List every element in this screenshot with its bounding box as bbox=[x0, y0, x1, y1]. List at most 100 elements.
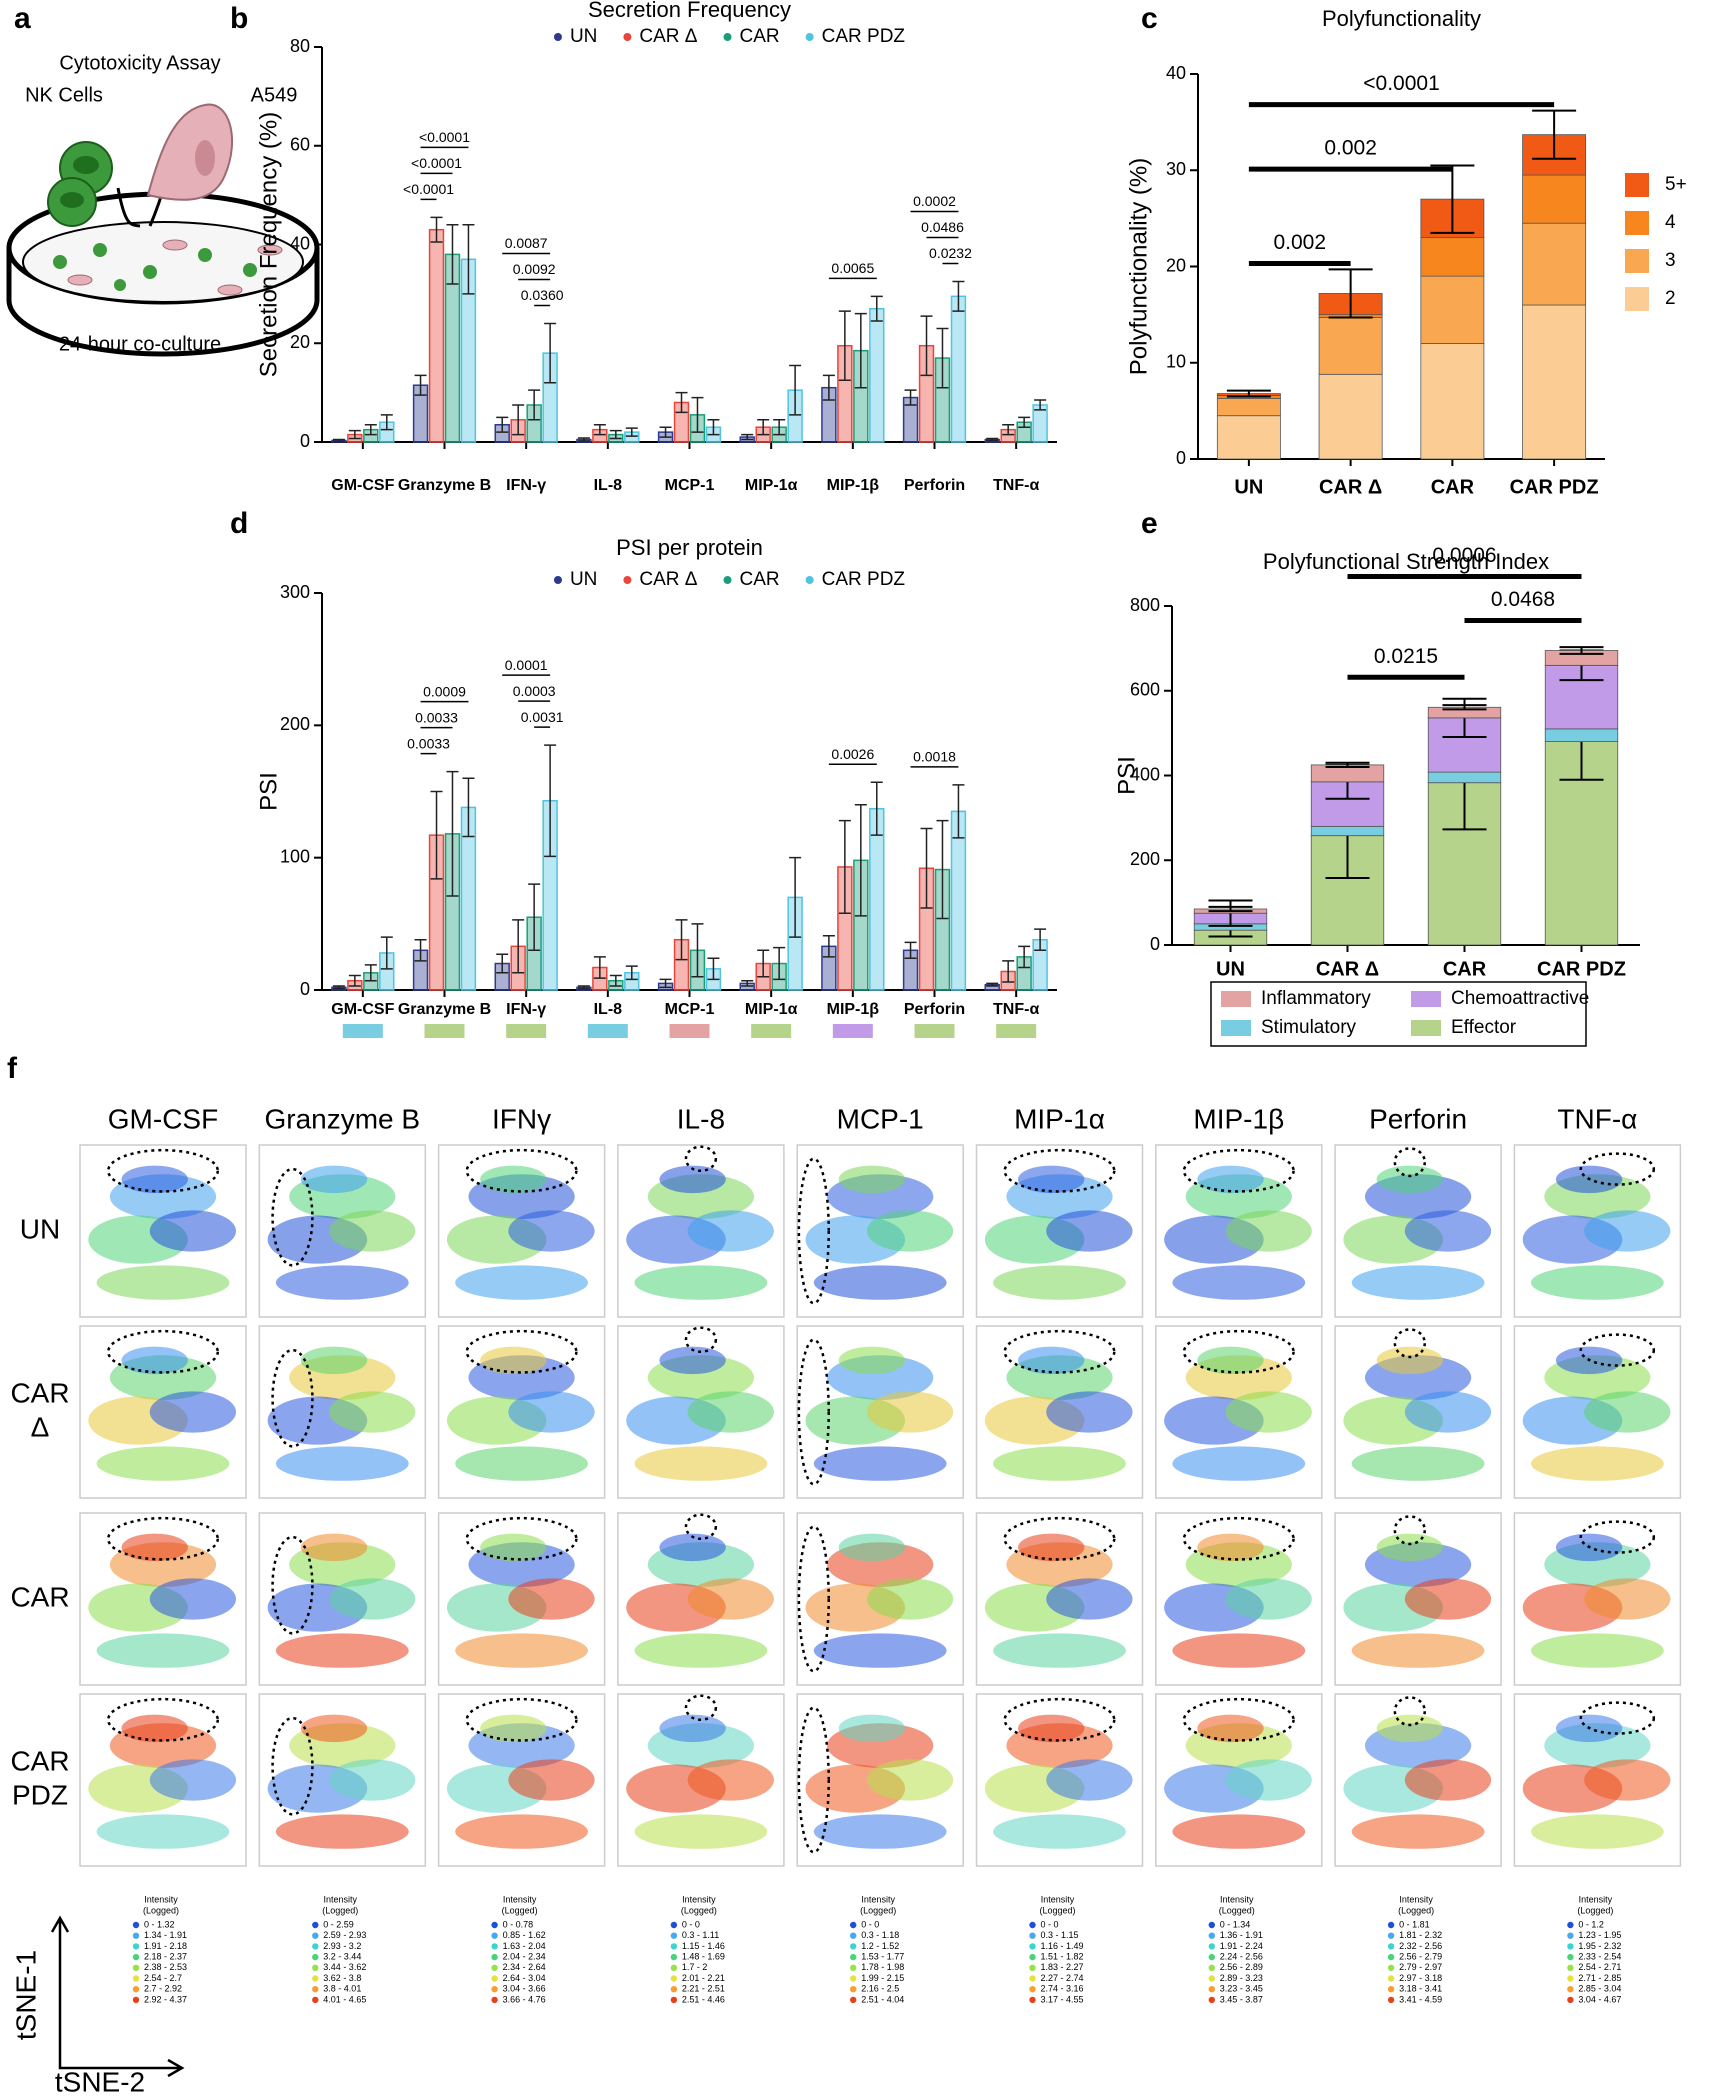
tsne-density bbox=[1225, 1759, 1312, 1801]
y-tick-label: 60 bbox=[290, 135, 310, 155]
y-tick-label: 0 bbox=[1176, 448, 1186, 468]
tsne-density bbox=[1584, 1210, 1671, 1252]
tsne-plot bbox=[1334, 1144, 1502, 1318]
tsne-plot bbox=[1334, 1693, 1502, 1867]
legend-title: (Logged) bbox=[1398, 1905, 1434, 1915]
legend-label: 2.54 - 2.71 bbox=[1578, 1962, 1621, 1972]
significance-label: 0.0006 bbox=[1432, 544, 1496, 567]
tsne-density bbox=[149, 1759, 237, 1801]
tsne-density bbox=[275, 1814, 409, 1849]
tsne-protein-label: MCP-1 bbox=[837, 1103, 924, 1134]
significance-label: 0.0033 bbox=[407, 735, 450, 751]
legend-label: 0 - 0 bbox=[682, 1919, 700, 1929]
error-bar bbox=[1532, 109, 1577, 160]
legend-label: 1.36 - 1.91 bbox=[1220, 1930, 1263, 1940]
tsne-protein-label: IL-8 bbox=[677, 1103, 725, 1134]
legend-marker bbox=[1208, 1975, 1216, 1982]
chart-title: Secretion Frequency bbox=[588, 0, 791, 22]
tsne-density bbox=[659, 1533, 726, 1562]
tsne-density bbox=[508, 1578, 595, 1620]
legend-label: 2.64 - 3.04 bbox=[503, 1973, 546, 1983]
legend-label: 2.33 - 2.54 bbox=[1578, 1951, 1621, 1961]
error-bar bbox=[822, 374, 835, 401]
highlight-ellipse bbox=[1003, 1148, 1116, 1193]
legend-label: CAR Δ bbox=[639, 569, 697, 590]
tsne-density bbox=[813, 1446, 947, 1481]
legend-label: 3.17 - 4.55 bbox=[1041, 1994, 1084, 2004]
legend-label: 0.3 - 1.15 bbox=[1041, 1930, 1079, 1940]
highlight-ellipse bbox=[1182, 1516, 1295, 1561]
tsne-density bbox=[813, 1265, 947, 1300]
legend-title: (Logged) bbox=[681, 1905, 717, 1915]
y-tick-label: 200 bbox=[1130, 849, 1160, 869]
tsne-density bbox=[1225, 1391, 1312, 1433]
highlight-ellipse bbox=[271, 1535, 314, 1635]
legend-marker bbox=[623, 33, 632, 41]
error-bar bbox=[1328, 268, 1373, 319]
legend-label: 0.3 - 1.11 bbox=[682, 1930, 719, 1940]
tsne-plot bbox=[975, 1693, 1144, 1867]
highlight-ellipse bbox=[1579, 1152, 1656, 1186]
x-tick-label: CAR PDZ bbox=[1537, 958, 1626, 980]
legend-label: 0 - 1.2 bbox=[1578, 1919, 1604, 1929]
legend-swatch bbox=[1221, 991, 1251, 1007]
legend-marker bbox=[1029, 1996, 1036, 2004]
legend-label: 3.8 - 4.01 bbox=[323, 1984, 361, 1994]
tsne-density bbox=[96, 1814, 230, 1849]
y-tick-label: 400 bbox=[1130, 764, 1160, 784]
legend-marker bbox=[1208, 1996, 1216, 2004]
legend-marker bbox=[132, 1953, 140, 1961]
legend-label: 0.3 - 1.18 bbox=[861, 1930, 899, 1940]
error-bar bbox=[675, 391, 688, 414]
legend-marker bbox=[132, 1943, 140, 1950]
tsne-density bbox=[1017, 1346, 1085, 1375]
error-bar bbox=[577, 985, 590, 990]
tsne-plot bbox=[1155, 1325, 1323, 1499]
error-bar bbox=[430, 216, 443, 243]
legend-label: 0 - 1.81 bbox=[1399, 1919, 1430, 1929]
legend-label: 0 - 1.32 bbox=[144, 1919, 175, 1929]
tsne-protein-label: TNF-α bbox=[1557, 1103, 1637, 1134]
legend-label: Effector bbox=[1451, 1017, 1517, 1038]
legend-marker bbox=[1387, 1964, 1395, 1972]
tsne-plot bbox=[796, 1693, 964, 1867]
legend-label: 2.85 - 3.04 bbox=[1578, 1984, 1621, 1994]
highlight-ellipse bbox=[465, 1697, 578, 1742]
legend-marker bbox=[1567, 1975, 1574, 1982]
bar bbox=[950, 295, 967, 443]
legend-marker bbox=[132, 1975, 140, 1982]
error-bar bbox=[789, 364, 802, 416]
significance-label: 0.0002 bbox=[913, 193, 956, 209]
tsne-density bbox=[813, 1633, 947, 1668]
tsne-density bbox=[149, 1210, 237, 1252]
legend-marker bbox=[1567, 1932, 1574, 1939]
tsne-y-axis-label: tSNE-1 bbox=[10, 1950, 41, 2040]
legend-label: Inflammatory bbox=[1261, 988, 1371, 1009]
x-tick-label: MIP-1α bbox=[745, 477, 798, 494]
tsne-density bbox=[1404, 1391, 1492, 1433]
legend-marker bbox=[132, 1986, 140, 1993]
legend-marker bbox=[312, 1943, 319, 1950]
error-bar bbox=[904, 389, 917, 406]
tsne-density bbox=[634, 1446, 768, 1481]
tsne-protein-label: IFNγ bbox=[492, 1103, 551, 1134]
tsne-plot bbox=[437, 1693, 606, 1867]
legend-marker bbox=[723, 576, 732, 584]
tsne-density bbox=[1376, 1165, 1444, 1194]
tsne-density bbox=[1172, 1446, 1306, 1481]
legend-label: 2.71 - 2.85 bbox=[1578, 1973, 1621, 1983]
legend-marker bbox=[850, 1943, 857, 1950]
bar-segment bbox=[1216, 397, 1281, 417]
tsne-density bbox=[1017, 1533, 1085, 1562]
error-bar bbox=[870, 781, 883, 836]
error-bar bbox=[789, 856, 802, 938]
x-tick-label: UN bbox=[1234, 476, 1263, 498]
legend-marker bbox=[1387, 1953, 1395, 1961]
category-swatch bbox=[751, 1024, 792, 1038]
y-tick-label: 40 bbox=[1166, 63, 1186, 83]
tsne-density bbox=[1017, 1714, 1085, 1743]
tsne-density bbox=[480, 1714, 547, 1743]
tsne-density bbox=[838, 1165, 906, 1194]
legend-marker bbox=[850, 1975, 857, 1982]
legend-title: Intensity bbox=[1579, 1894, 1613, 1904]
